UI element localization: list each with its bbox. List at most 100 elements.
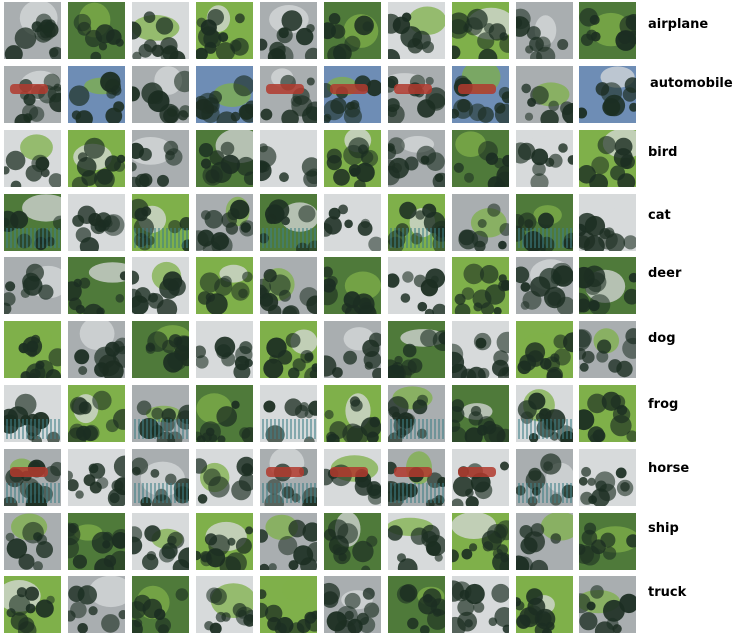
sample-image-drawing: [260, 194, 317, 251]
sample-image: [579, 321, 636, 378]
sample-image: [388, 194, 445, 251]
sample-image: [4, 66, 61, 123]
sample-image: [516, 449, 573, 506]
class-label: frog: [648, 397, 679, 412]
sample-image: [324, 194, 381, 251]
sample-image: [196, 449, 253, 506]
sample-image: [260, 2, 317, 59]
sample-image-drawing: [516, 385, 573, 442]
sample-image: [579, 449, 636, 506]
sample-image-drawing: [196, 257, 253, 314]
sample-image: [132, 321, 189, 378]
sample-image-drawing: [324, 576, 381, 633]
sample-image-drawing: [452, 449, 509, 506]
sample-image-drawing: [68, 449, 125, 506]
sample-image: [132, 194, 189, 251]
sample-image: [260, 449, 317, 506]
sample-image: [68, 321, 125, 378]
sample-image: [260, 257, 317, 314]
sample-image-drawing: [324, 130, 381, 187]
class-label: airplane: [648, 17, 709, 32]
sample-image: [388, 130, 445, 187]
sample-image-drawing: [388, 66, 445, 123]
sample-image-drawing: [579, 385, 636, 442]
sample-image: [452, 449, 509, 506]
sample-image-drawing: [132, 66, 189, 123]
sample-image-drawing: [132, 130, 189, 187]
sample-image-drawing: [260, 576, 317, 633]
sample-image: [260, 321, 317, 378]
sample-image-drawing: [68, 321, 125, 378]
sample-image-drawing: [579, 66, 636, 123]
sample-image: [516, 130, 573, 187]
sample-image-drawing: [196, 2, 253, 59]
sample-image-drawing: [68, 513, 125, 570]
sample-image: [68, 130, 125, 187]
sample-image-drawing: [132, 576, 189, 633]
sample-image-drawing: [68, 257, 125, 314]
sample-image-drawing: [4, 2, 61, 59]
sample-image-drawing: [324, 257, 381, 314]
sample-image: [579, 257, 636, 314]
sample-image: [388, 385, 445, 442]
sample-image-drawing: [452, 66, 509, 123]
sample-image: [196, 321, 253, 378]
sample-image: [260, 385, 317, 442]
class-label: horse: [648, 461, 690, 476]
sample-image: [324, 2, 381, 59]
sample-image-drawing: [132, 449, 189, 506]
sample-image-drawing: [260, 2, 317, 59]
sample-image-drawing: [68, 385, 125, 442]
class-label: ship: [648, 521, 679, 536]
class-label: cat: [648, 208, 671, 223]
sample-image-drawing: [260, 257, 317, 314]
sample-image: [4, 130, 61, 187]
sample-image: [196, 66, 253, 123]
sample-image-drawing: [324, 385, 381, 442]
sample-image-drawing: [516, 257, 573, 314]
sample-image: [452, 385, 509, 442]
class-label: dog: [648, 331, 676, 346]
sample-image: [260, 66, 317, 123]
sample-image-drawing: [132, 2, 189, 59]
sample-image-drawing: [260, 66, 317, 123]
sample-image: [4, 321, 61, 378]
sample-image-drawing: [452, 2, 509, 59]
sample-image-drawing: [132, 321, 189, 378]
class-label: deer: [648, 266, 682, 281]
sample-image-drawing: [579, 257, 636, 314]
sample-image: [196, 385, 253, 442]
sample-image-drawing: [388, 321, 445, 378]
sample-image-drawing: [68, 576, 125, 633]
sample-image-drawing: [196, 385, 253, 442]
sample-image-drawing: [68, 130, 125, 187]
sample-image: [452, 194, 509, 251]
sample-image-drawing: [324, 321, 381, 378]
sample-image: [324, 385, 381, 442]
sample-image-drawing: [260, 385, 317, 442]
sample-image-drawing: [388, 194, 445, 251]
sample-image: [4, 385, 61, 442]
sample-image-drawing: [452, 321, 509, 378]
sample-image: [452, 513, 509, 570]
sample-image: [579, 130, 636, 187]
sample-image: [68, 257, 125, 314]
sample-image: [516, 257, 573, 314]
sample-image-drawing: [579, 513, 636, 570]
sample-image-drawing: [324, 66, 381, 123]
sample-image-drawing: [4, 321, 61, 378]
sample-image-drawing: [516, 449, 573, 506]
sample-image: [579, 513, 636, 570]
sample-image: [68, 2, 125, 59]
sample-image-drawing: [68, 2, 125, 59]
sample-image: [132, 385, 189, 442]
sample-image-drawing: [260, 513, 317, 570]
sample-image: [452, 130, 509, 187]
sample-image: [132, 449, 189, 506]
sample-image-drawing: [260, 449, 317, 506]
sample-image: [132, 130, 189, 187]
sample-image-drawing: [260, 321, 317, 378]
sample-image: [388, 513, 445, 570]
sample-image-drawing: [4, 385, 61, 442]
sample-image: [579, 385, 636, 442]
